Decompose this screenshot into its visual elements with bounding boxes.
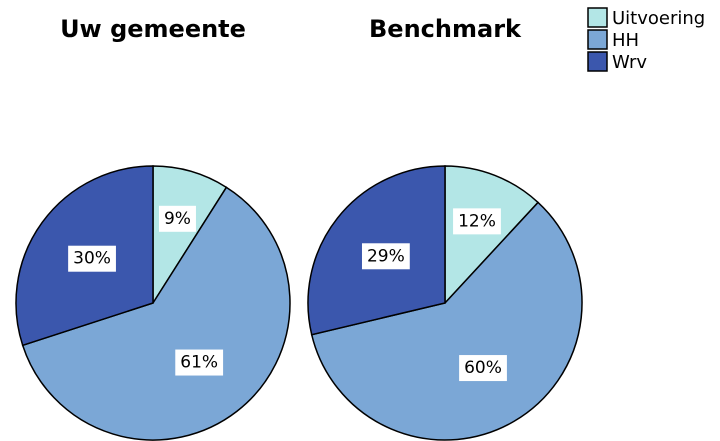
data-label: 61% — [180, 353, 218, 373]
data-label-box — [459, 355, 507, 382]
data-label-box — [361, 243, 410, 270]
data-label: 60% — [464, 358, 502, 378]
data-label: 12% — [458, 211, 496, 231]
legend-label: HH — [612, 30, 639, 51]
data-label: 30% — [73, 249, 111, 269]
data-label-box — [175, 349, 224, 376]
pie-slice — [444, 165, 540, 305]
legend-swatch — [587, 29, 608, 50]
pie-slice — [21, 186, 291, 441]
data-label-box — [68, 245, 116, 272]
data-label-box — [158, 205, 196, 232]
legend-swatch — [587, 7, 608, 28]
data-label-box — [453, 208, 501, 235]
chart-title: Benchmark — [369, 15, 522, 43]
legend-label: Uitvoering — [612, 8, 705, 29]
legend-label: Wrv — [612, 52, 647, 73]
data-label: 9% — [164, 209, 191, 229]
legend-swatch — [587, 51, 608, 72]
pie-slice — [310, 201, 583, 441]
chart-title: Uw gemeente — [60, 15, 246, 43]
data-label: 29% — [367, 246, 405, 266]
